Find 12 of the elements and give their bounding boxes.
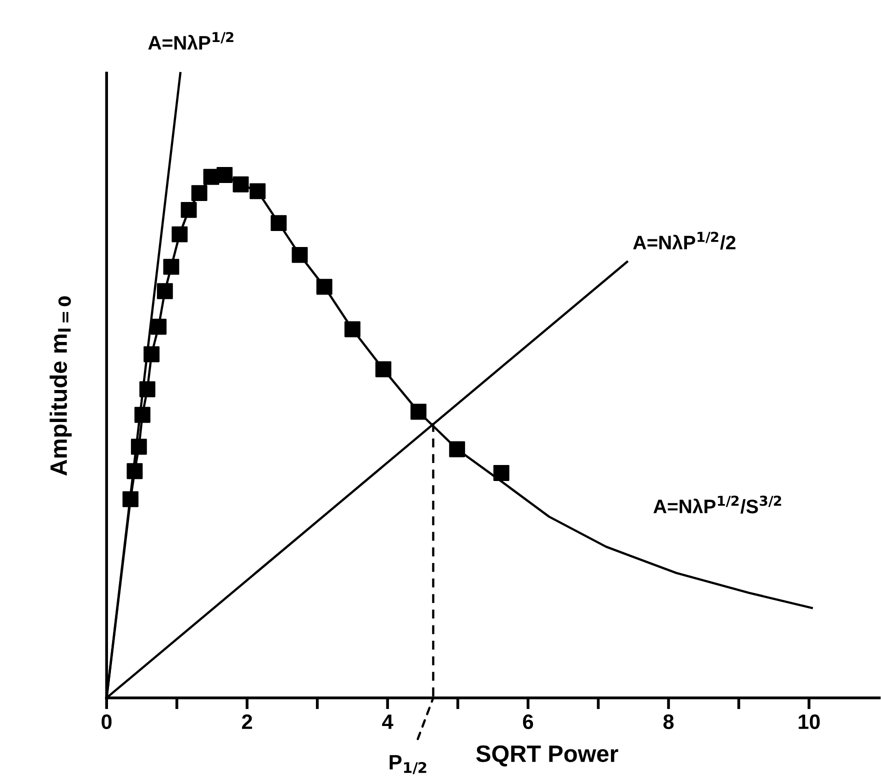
x-tick-label: 0	[102, 714, 112, 730]
x-tick-label: 2	[242, 714, 252, 729]
text: A=NλP$^{1/2}$/S$^{3/2}$	[653, 496, 782, 514]
x-tick-label: 10	[798, 714, 820, 730]
x-axis-title: SQRT Power	[476, 745, 618, 766]
series-label: A=NλP$^{1/2}$/2	[633, 232, 736, 250]
x-tick-label: 4	[382, 714, 394, 729]
annotation: P$_{1/2}$	[390, 755, 426, 774]
x-tick-label: 6	[523, 714, 534, 730]
y-axis-title: Amplitude m$_{l=0}$	[50, 296, 72, 476]
x-tick-label: 8	[663, 714, 674, 730]
series-label: A=NλP$^{1/2}$	[148, 32, 234, 50]
